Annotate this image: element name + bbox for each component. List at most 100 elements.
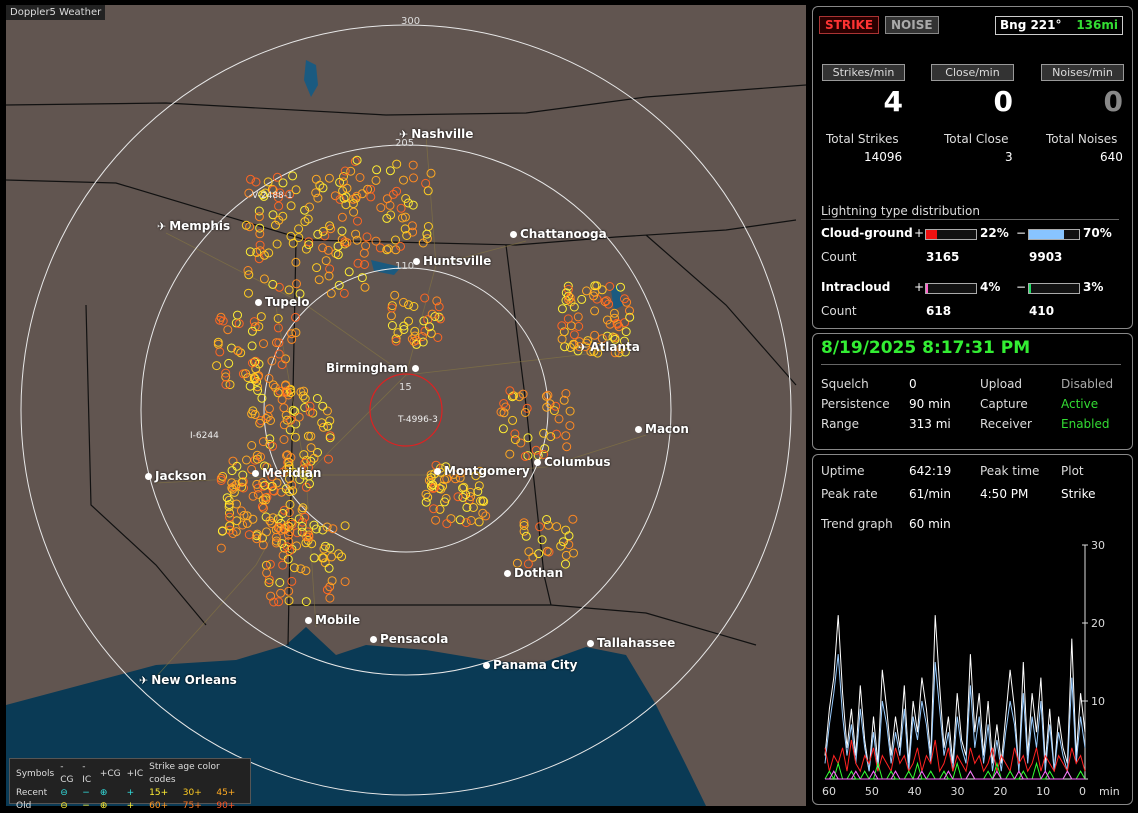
strike-marker [279, 403, 289, 413]
state-borders [6, 84, 806, 646]
strike-marker [602, 331, 612, 341]
strike-marker [297, 521, 307, 531]
strike-marker [268, 486, 278, 496]
strike-marker [294, 412, 304, 422]
count-label: Count [821, 250, 857, 264]
total-close-label: Total Close [944, 132, 1009, 146]
strike-marker [324, 563, 334, 573]
strike-marker [410, 331, 420, 341]
range-value[interactable]: 313 mi [909, 417, 951, 431]
strike-marker [234, 319, 244, 329]
squelch-value[interactable]: 0 [909, 377, 917, 391]
plot-value[interactable]: Strike [1061, 487, 1096, 501]
strike-marker [273, 388, 283, 398]
strike-marker [556, 541, 566, 551]
strike-marker [294, 224, 304, 234]
strike-marker [391, 235, 400, 245]
strike-marker [250, 410, 260, 419]
strike-marker [268, 441, 278, 451]
strike-marker [385, 166, 395, 176]
legend-header: -IC [82, 762, 92, 785]
strike-marker [524, 547, 534, 557]
strike-marker [399, 175, 408, 185]
strike-markers [212, 155, 635, 607]
strike-marker [290, 432, 300, 442]
strike-marker [299, 464, 309, 474]
city-dot-icon [412, 365, 420, 372]
upload-value[interactable]: Disabled [1061, 377, 1114, 391]
strike-marker [258, 437, 268, 447]
strike-marker [312, 394, 322, 403]
strike-marker [610, 334, 620, 344]
strike-marker [423, 222, 433, 231]
strike-marker [284, 285, 294, 295]
strike-marker [254, 212, 264, 222]
receiver-value[interactable]: Enabled [1061, 417, 1110, 431]
strike-marker [342, 238, 352, 248]
strike-marker [225, 380, 235, 390]
strike-marker [248, 491, 258, 501]
noise-tag[interactable]: NOISE [885, 16, 939, 34]
strike-marker [318, 183, 328, 193]
storm-cell-label[interactable]: V-2488-1 [252, 191, 293, 201]
radar-map[interactable]: 300 205 110 15 V-2488-1 I-6244 T-4996-3 … [6, 5, 806, 806]
strike-marker [291, 328, 301, 338]
city-pensacola: Pensacola [370, 632, 448, 646]
strike-tag[interactable]: STRIKE [819, 16, 880, 34]
strike-marker [539, 428, 549, 438]
strike-marker [616, 282, 625, 292]
strike-marker [582, 286, 591, 296]
strike-marker [442, 519, 452, 529]
strike-marker [324, 454, 333, 464]
minus-ic-icon: − [82, 801, 90, 811]
strike-marker [324, 271, 334, 281]
persistence-label: Persistence [821, 397, 890, 411]
strike-marker [286, 201, 296, 211]
strike-marker [461, 518, 471, 528]
storm-cell-label[interactable]: T-4996-3 [398, 415, 438, 425]
strike-marker [473, 487, 483, 496]
strike-marker [304, 471, 314, 481]
strike-marker [241, 369, 251, 379]
city-tupelo: Tupelo [255, 295, 310, 309]
strike-marker [557, 321, 567, 331]
strike-marker [255, 246, 265, 256]
noises-per-min-button[interactable]: Noises/min [1041, 64, 1124, 81]
capture-value[interactable]: Active [1061, 397, 1099, 411]
upload-label: Upload [980, 377, 1023, 391]
cg-plus-pct: 22% [980, 226, 1009, 240]
persistence-value[interactable]: 90 min [909, 397, 951, 411]
strike-marker [421, 178, 431, 188]
strike-marker [322, 406, 332, 416]
trend-value[interactable]: 60 min [909, 517, 951, 531]
strike-marker [262, 527, 271, 537]
strike-marker [312, 263, 322, 273]
close-per-min-button[interactable]: Close/min [931, 64, 1014, 81]
strike-marker [221, 368, 231, 378]
strike-marker [302, 532, 312, 542]
minus-sign: − [1016, 226, 1027, 240]
strike-marker [286, 388, 296, 398]
strike-marker [561, 550, 571, 560]
x-tick-label: 20 [993, 785, 1007, 798]
strike-marker [325, 593, 335, 603]
strike-marker [284, 521, 294, 531]
strike-marker [322, 585, 332, 595]
strike-marker [282, 542, 292, 552]
storm-cell-label[interactable]: I-6244 [190, 431, 219, 441]
ic-minus-pct: 3% [1083, 280, 1104, 294]
strike-marker [608, 332, 618, 342]
strike-marker [249, 373, 259, 382]
strike-marker [274, 201, 284, 211]
strike-marker [498, 424, 508, 434]
strike-marker [264, 248, 274, 258]
strike-marker [255, 229, 265, 239]
strike-marker [569, 302, 579, 312]
strike-marker [212, 361, 222, 371]
city-tallahassee: Tallahassee [587, 636, 675, 650]
legend-row-label: Old [16, 801, 32, 811]
strikes-per-min-button[interactable]: Strikes/min [822, 64, 905, 81]
strike-marker [318, 401, 328, 411]
strike-marker [301, 566, 311, 576]
uptime-label: Uptime [821, 464, 865, 478]
